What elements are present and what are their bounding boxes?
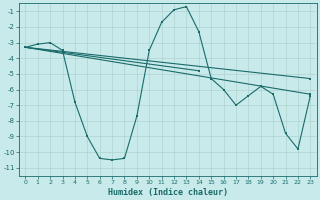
X-axis label: Humidex (Indice chaleur): Humidex (Indice chaleur) [108, 188, 228, 197]
